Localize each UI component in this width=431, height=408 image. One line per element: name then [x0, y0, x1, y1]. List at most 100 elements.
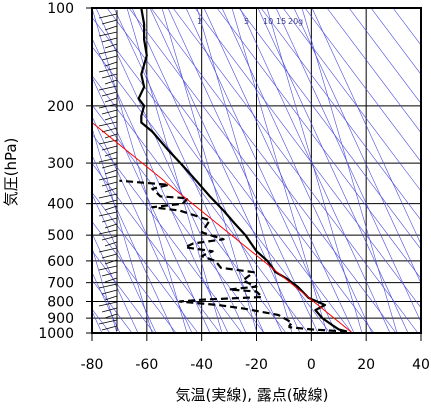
parcel-line — [92, 122, 353, 333]
wind-barb — [101, 73, 118, 79]
guide-line — [293, 8, 421, 284]
wind-barb — [104, 79, 118, 85]
dewpoint-line — [119, 179, 348, 333]
guide-line — [126, 8, 223, 333]
wind-barb — [104, 169, 118, 175]
guide-line — [370, 8, 421, 75]
y-tick-label: 1000 — [38, 326, 74, 342]
guide-line — [92, 104, 265, 333]
guide-line — [113, 8, 265, 333]
mixing-ratio-label: 20 — [288, 17, 298, 26]
guide-line — [128, 8, 375, 333]
wind-barb — [101, 289, 118, 295]
wind-barb — [98, 193, 118, 199]
wind-barb — [104, 25, 118, 31]
y-tick-label: 400 — [47, 197, 74, 213]
guide-line — [172, 8, 419, 333]
wind-barb — [101, 217, 118, 223]
wind-barb — [104, 241, 118, 247]
guide-line — [231, 8, 328, 333]
wind-barb — [104, 43, 118, 49]
mixing-ratio-label: 15 — [276, 17, 286, 26]
y-tick-label: 600 — [47, 254, 74, 270]
wind-barb — [101, 19, 118, 25]
mixing-ratio-label: g — [298, 17, 303, 26]
guide-line — [221, 8, 373, 333]
x-tick-label: -80 — [81, 357, 104, 373]
guide-line — [275, 8, 421, 323]
guide-line — [216, 8, 421, 280]
guide-line — [92, 250, 155, 333]
guide-line — [95, 8, 247, 333]
wind-barb — [104, 295, 118, 301]
y-tick-label: 900 — [47, 311, 74, 327]
guide-line — [92, 191, 199, 333]
guide-lines — [92, 8, 421, 333]
y-tick-label: 100 — [47, 1, 74, 17]
guide-line — [348, 8, 421, 105]
guide-line — [301, 8, 398, 333]
wind-barb — [98, 121, 118, 127]
guide-line — [304, 8, 421, 163]
wind-barb — [98, 229, 118, 235]
x-axis: -80 -60 -40 -20 0 20 40 — [81, 333, 430, 373]
wind-barb — [101, 199, 118, 205]
guide-line — [92, 16, 331, 333]
wind-barb — [101, 37, 118, 43]
guide-line — [92, 37, 229, 333]
y-tick-label: 300 — [47, 156, 74, 172]
guide-line — [167, 8, 319, 333]
wind-barb — [98, 49, 118, 55]
wind-barb — [98, 67, 118, 73]
wind-barb — [101, 271, 118, 277]
wind-barb — [98, 301, 118, 307]
guide-line — [161, 8, 258, 333]
wind-barb — [104, 277, 118, 283]
guide-line — [149, 8, 301, 333]
x-tick-label: 40 — [412, 357, 430, 373]
y-tick-label: 700 — [47, 276, 74, 292]
wind-barb — [98, 31, 118, 37]
wind-barb — [101, 109, 118, 115]
guide-line — [266, 8, 363, 333]
wind-barb — [104, 205, 118, 211]
wind-barb — [98, 265, 118, 271]
wind-barb — [98, 283, 118, 289]
x-tick-label: -20 — [245, 357, 268, 373]
guide-line — [92, 162, 221, 333]
wind-barb — [104, 61, 118, 67]
wind-barb — [104, 115, 118, 121]
y-axis-label: 気圧(hPa) — [2, 138, 20, 207]
guide-line — [239, 8, 391, 333]
temperature-line — [137, 8, 348, 333]
x-tick-label: 0 — [307, 357, 316, 373]
wind-barb — [101, 307, 118, 313]
guide-line — [92, 221, 177, 333]
wind-barbs — [98, 10, 118, 331]
wind-barb — [98, 103, 118, 109]
guide-line — [194, 8, 421, 309]
series-group — [92, 8, 353, 333]
guide-line — [131, 8, 283, 333]
mixing-ratio-label: 1 — [197, 17, 202, 26]
y-tick-label: 800 — [47, 295, 74, 311]
guide-line — [260, 8, 421, 221]
wind-barb — [101, 145, 118, 151]
guide-line — [326, 8, 421, 134]
wind-barb — [101, 55, 118, 61]
guide-line — [150, 8, 397, 333]
guide-line — [92, 126, 153, 333]
wind-barb — [104, 313, 118, 319]
wind-barb — [101, 163, 118, 169]
wind-barb — [104, 151, 118, 157]
guide-line — [311, 8, 421, 245]
wind-barb — [98, 157, 118, 163]
wind-barb — [104, 97, 118, 103]
guide-line — [92, 246, 118, 333]
guide-line — [92, 45, 309, 333]
guide-line — [203, 8, 355, 333]
wind-barb — [101, 91, 118, 97]
guide-line — [92, 154, 175, 333]
